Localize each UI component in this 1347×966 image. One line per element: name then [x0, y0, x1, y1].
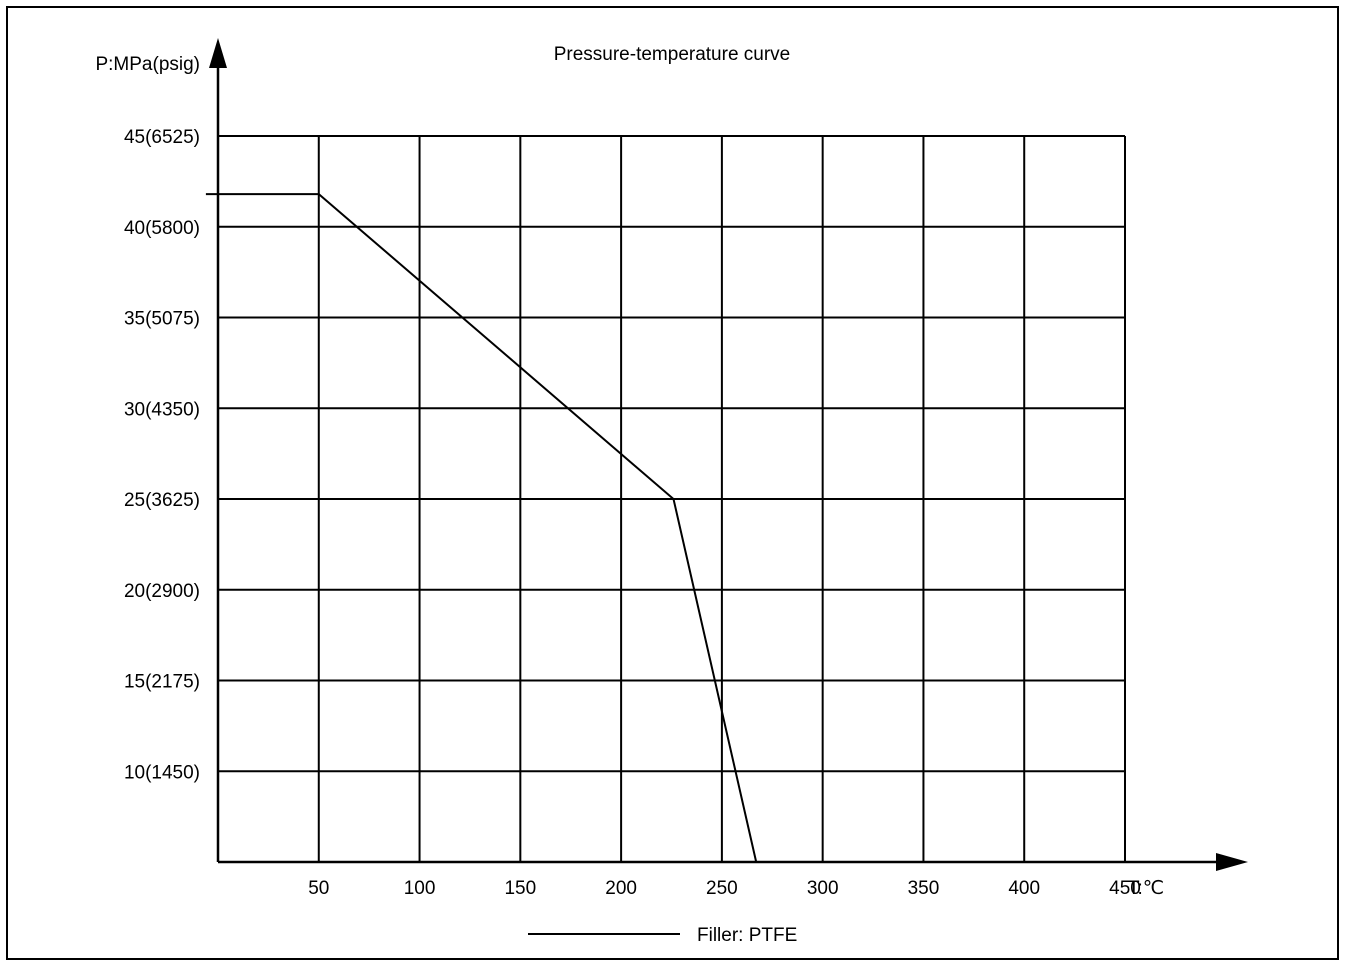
chart-title: Pressure-temperature curve	[554, 44, 791, 65]
legend: Filler: PTFE	[528, 925, 797, 946]
chart-frame	[6, 6, 1339, 960]
x-tick-label-400: 400	[1008, 878, 1040, 899]
x-axis-label: T:℃	[1128, 878, 1164, 899]
series-line-ptfe	[205, 193, 758, 863]
y-axis-arrow	[209, 38, 227, 68]
axes	[209, 38, 1248, 871]
tick-labels: 50 100 150 200 250 300 350 400 450 10(1450) 15(217…	[124, 127, 1141, 899]
y-tick-label-45: 45(6525)	[124, 127, 200, 148]
y-tick-label-30: 30(4350)	[124, 399, 200, 420]
grid-lines	[218, 135, 1126, 862]
y-tick-label-25: 25(3625)	[124, 490, 200, 511]
x-tick-label-150: 150	[504, 878, 536, 899]
x-tick-label-250: 250	[706, 878, 738, 899]
y-tick-label-20: 20(2900)	[124, 581, 200, 602]
legend-label: Filler: PTFE	[697, 925, 797, 946]
x-tick-label-300: 300	[807, 878, 839, 899]
x-tick-label-350: 350	[908, 878, 940, 899]
data-series	[205, 193, 758, 863]
x-axis-arrow	[1216, 853, 1248, 871]
x-tick-label-450: 450	[1109, 878, 1141, 899]
y-axis-label: P:MPa(psig)	[95, 54, 200, 75]
x-tick-label-100: 100	[404, 878, 436, 899]
x-tick-label-200: 200	[605, 878, 637, 899]
y-tick-label-10: 10(1450)	[124, 762, 200, 783]
y-tick-label-35: 35(5075)	[124, 309, 200, 330]
x-tick-label-50: 50	[308, 878, 329, 899]
y-tick-label-40: 40(5800)	[124, 218, 200, 239]
y-tick-label-15: 15(2175)	[124, 672, 200, 693]
